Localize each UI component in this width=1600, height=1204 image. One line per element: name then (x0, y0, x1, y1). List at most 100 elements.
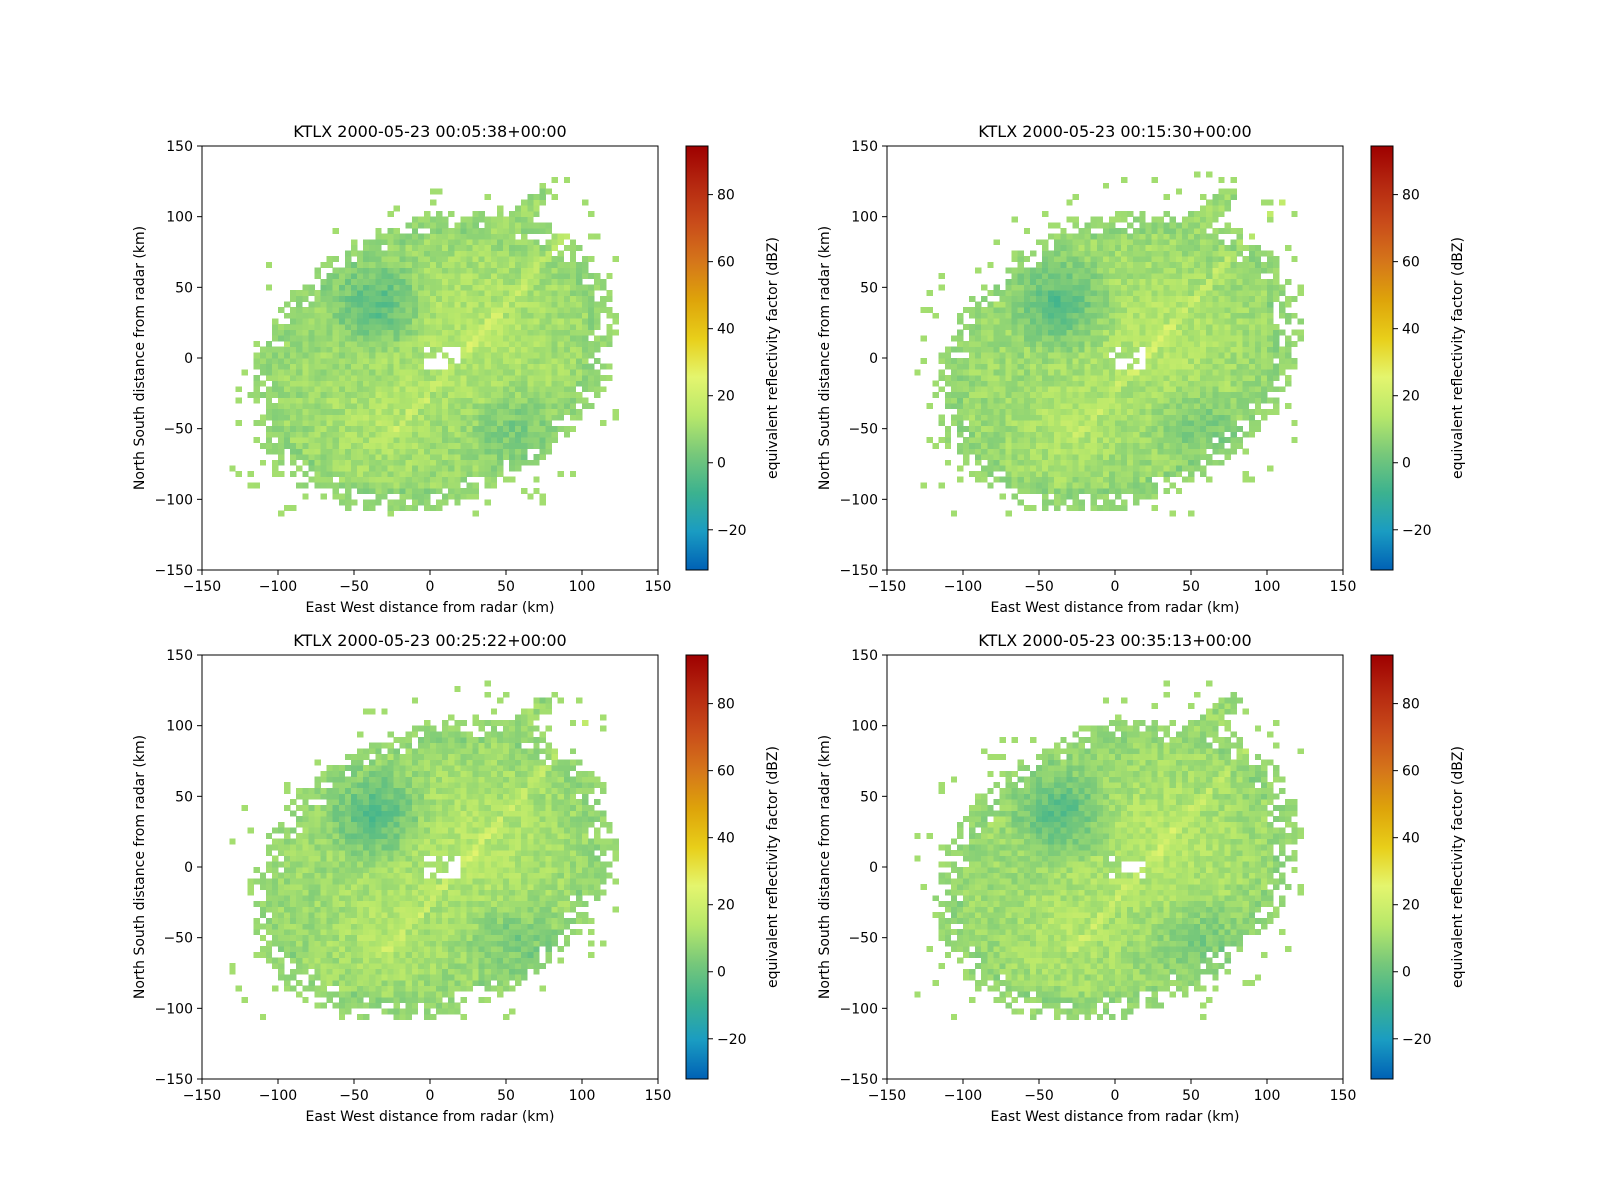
reflectivity-cell (430, 398, 436, 404)
reflectivity-cell (1091, 324, 1097, 330)
reflectivity-cell (1212, 318, 1218, 324)
reflectivity-cell (963, 403, 969, 409)
reflectivity-cell (1158, 268, 1164, 274)
reflectivity-cell (1182, 415, 1188, 421)
reflectivity-cell (1006, 335, 1012, 341)
reflectivity-cell (284, 805, 290, 811)
x-tick-label: 150 (1330, 579, 1357, 595)
reflectivity-cell (1297, 290, 1303, 296)
reflectivity-cell (1218, 251, 1224, 257)
reflectivity-cell (594, 301, 600, 307)
reflectivity-cell (1085, 256, 1091, 262)
reflectivity-cell (1249, 477, 1255, 483)
reflectivity-cell (527, 352, 533, 358)
reflectivity-cell (351, 245, 357, 251)
reflectivity-cell (1158, 296, 1164, 302)
reflectivity-cell (1036, 307, 1042, 313)
reflectivity-cell (272, 929, 278, 935)
reflectivity-cell (345, 268, 351, 274)
reflectivity-cell (957, 415, 963, 421)
reflectivity-cell (296, 794, 302, 800)
reflectivity-cell (515, 279, 521, 285)
reflectivity-cell (497, 386, 503, 392)
reflectivity-cell (1121, 245, 1127, 251)
reflectivity-cell (570, 307, 576, 313)
reflectivity-cell (981, 471, 987, 477)
reflectivity-cell (485, 234, 491, 240)
reflectivity-cell (1231, 403, 1237, 409)
reflectivity-cell (576, 341, 582, 347)
reflectivity-cell (339, 296, 345, 302)
reflectivity-cell (1018, 290, 1024, 296)
reflectivity-cell (1218, 352, 1224, 358)
reflectivity-cell (1097, 375, 1103, 381)
reflectivity-cell (546, 228, 552, 234)
reflectivity-cell (290, 437, 296, 443)
reflectivity-cell (1224, 426, 1230, 432)
reflectivity-cell (412, 352, 418, 358)
reflectivity-cell (1085, 488, 1091, 494)
reflectivity-cell (1048, 251, 1054, 257)
reflectivity-cell (1109, 290, 1115, 296)
reflectivity-cell (260, 924, 266, 930)
reflectivity-cell (594, 234, 600, 240)
reflectivity-cell (1255, 251, 1261, 257)
reflectivity-cell (387, 415, 393, 421)
reflectivity-cell (1291, 256, 1297, 262)
reflectivity-cell (290, 878, 296, 884)
reflectivity-cell (1139, 330, 1145, 336)
reflectivity-cell (1072, 381, 1078, 387)
reflectivity-cell (1060, 313, 1066, 319)
reflectivity-cell (418, 431, 424, 437)
reflectivity-cell (1085, 222, 1091, 228)
reflectivity-cell (1030, 426, 1036, 432)
reflectivity-cell (1176, 262, 1182, 268)
reflectivity-cell (460, 431, 466, 437)
reflectivity-cell (363, 341, 369, 347)
reflectivity-cell (497, 313, 503, 319)
reflectivity-cell (999, 381, 1005, 387)
reflectivity-cell (1048, 398, 1054, 404)
reflectivity-cell (539, 290, 545, 296)
reflectivity-cell (296, 929, 302, 935)
reflectivity-cell (1024, 352, 1030, 358)
reflectivity-cell (975, 448, 981, 454)
reflectivity-cell (1127, 268, 1133, 274)
reflectivity-cell (1133, 448, 1139, 454)
reflectivity-cell (588, 211, 594, 217)
reflectivity-cell (436, 398, 442, 404)
reflectivity-cell (1164, 471, 1170, 477)
reflectivity-cell (339, 375, 345, 381)
reflectivity-cell (1188, 437, 1194, 443)
reflectivity-cell (594, 392, 600, 398)
reflectivity-cell (442, 420, 448, 426)
reflectivity-cell (1158, 398, 1164, 404)
reflectivity-cell (278, 974, 284, 980)
reflectivity-cell (491, 234, 497, 240)
reflectivity-cell (339, 499, 345, 505)
reflectivity-cell (1182, 465, 1188, 471)
reflectivity-cell (448, 448, 454, 454)
reflectivity-cell (1036, 420, 1042, 426)
reflectivity-cell (1139, 251, 1145, 257)
reflectivity-cell (1218, 262, 1224, 268)
reflectivity-cell (479, 398, 485, 404)
reflectivity-cell (1255, 285, 1261, 291)
reflectivity-cell (552, 324, 558, 330)
reflectivity-cell (600, 301, 606, 307)
reflectivity-cell (1151, 301, 1157, 307)
reflectivity-field (229, 177, 618, 517)
reflectivity-cell (1158, 234, 1164, 240)
reflectivity-cell (558, 409, 564, 415)
reflectivity-cell (272, 895, 278, 901)
reflectivity-cell (1091, 307, 1097, 313)
reflectivity-cell (1091, 352, 1097, 358)
reflectivity-cell (552, 375, 558, 381)
reflectivity-cell (1060, 285, 1066, 291)
reflectivity-cell (406, 364, 412, 370)
reflectivity-cell (503, 256, 509, 262)
reflectivity-cell (272, 369, 278, 375)
reflectivity-cell (412, 262, 418, 268)
reflectivity-cell (1006, 352, 1012, 358)
reflectivity-cell (1194, 369, 1200, 375)
